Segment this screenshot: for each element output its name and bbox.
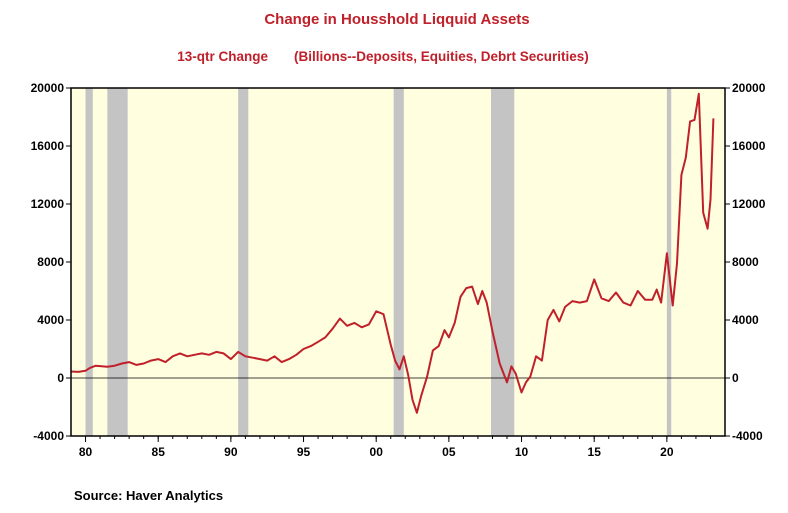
y-tick-label-right: 4000 (732, 313, 759, 327)
x-tick-label: 00 (370, 445, 384, 459)
x-axis-ticks: 80 85 90 95 00 05 10 15 20 (79, 436, 711, 459)
chart-subtitle-left: 13-qtr Change (177, 49, 268, 64)
y-tick-label-right: 8000 (732, 255, 759, 269)
series-line (70, 92, 715, 414)
x-tick-label: 95 (297, 445, 311, 459)
x-tick-label: 85 (152, 445, 166, 459)
y-tick-label-right: -4000 (732, 429, 763, 443)
recession-band (666, 88, 672, 436)
y-axis-ticks: 20000 20000 16000 16000 12000 12000 8000 8000 40… (31, 81, 766, 443)
y-tick-label-left: 0 (57, 371, 64, 385)
x-tick-label: 05 (442, 445, 456, 459)
y-tick-label-left: 4000 (37, 313, 64, 327)
y-tick-label-left: 16000 (31, 139, 65, 153)
recession-band (491, 88, 515, 436)
y-tick-label-left: 20000 (31, 81, 65, 95)
x-tick-label: 10 (515, 445, 529, 459)
recession-band (238, 88, 249, 436)
recession-band (393, 88, 404, 436)
x-tick-label: 80 (79, 445, 93, 459)
x-tick-label: 20 (660, 445, 674, 459)
recession-shading (85, 88, 672, 436)
y-tick-label-left: 8000 (37, 255, 64, 269)
chart-title: Change in Housshold Liqquid Assets (264, 11, 529, 28)
y-tick-label-right: 20000 (732, 81, 766, 95)
source-note: Source: Haver Analytics (74, 488, 223, 503)
recession-band (107, 88, 128, 436)
x-tick-label: 90 (224, 445, 238, 459)
x-tick-label: 15 (588, 445, 602, 459)
chart-subtitle-right: (Billions--Deposits, Equities, Debrt Sec… (294, 49, 589, 64)
y-tick-label-right: 12000 (732, 197, 766, 211)
y-tick-label-right: 16000 (732, 139, 766, 153)
y-tick-label-right: 0 (732, 371, 739, 385)
recession-band (85, 88, 93, 436)
y-tick-label-left: -4000 (33, 429, 64, 443)
y-tick-label-left: 12000 (31, 197, 65, 211)
